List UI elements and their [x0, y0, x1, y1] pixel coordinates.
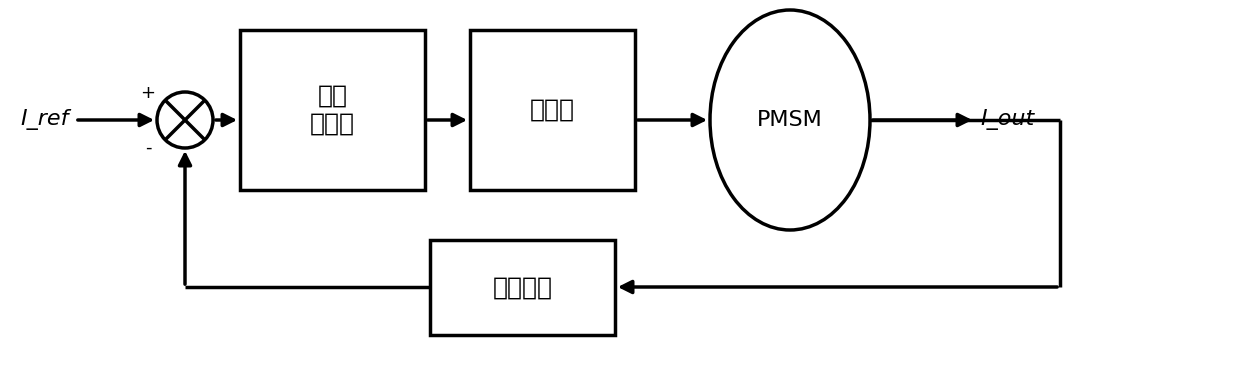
Text: 电流
控制器: 电流 控制器 [310, 84, 356, 136]
Bar [470, 30, 636, 190]
Text: -: - [145, 139, 151, 157]
Text: I_out: I_out [980, 110, 1035, 131]
Bar [430, 240, 615, 335]
Text: 电流检测: 电流检测 [492, 276, 553, 299]
Text: +: + [140, 84, 156, 102]
Text: 逆变器: 逆变器 [530, 98, 575, 122]
Bar [240, 30, 425, 190]
Text: I_ref: I_ref [20, 110, 68, 131]
Text: PMSM: PMSM [757, 110, 823, 130]
